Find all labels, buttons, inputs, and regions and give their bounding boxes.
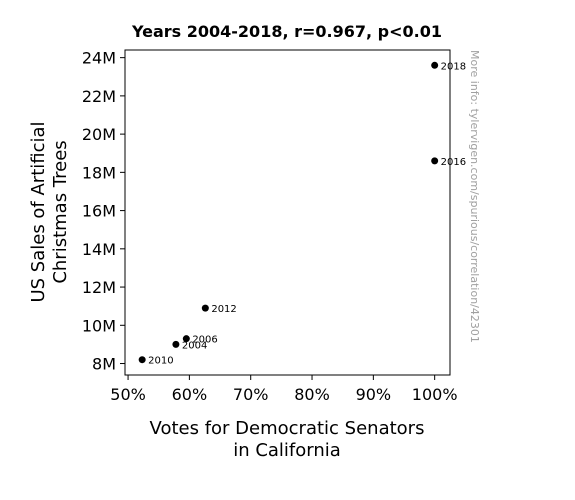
y-tick-label: 16M [82, 202, 116, 221]
point-label: 2010 [148, 356, 173, 367]
x-tick-label: 60% [172, 385, 208, 404]
y-tick-label: 22M [82, 87, 116, 106]
y-axis-label-line-2: Christmas Trees [50, 140, 71, 283]
y-tick-label: 10M [82, 316, 116, 335]
y-axis-ticks: 8M 10M 12M 14M 16M 18M 20M 22M 24M [82, 49, 125, 374]
data-point [182, 335, 190, 343]
x-axis-ticks: 50% 60% 70% 80% 90% 100% [110, 375, 458, 404]
y-axis-label-line-1: US Sales of Artificial [28, 121, 49, 302]
y-tick-label: 18M [82, 163, 116, 182]
y-tick-label: 20M [82, 125, 116, 144]
data-point [172, 340, 180, 348]
point-label: 2012 [211, 304, 236, 315]
point-label: 2016 [441, 157, 466, 168]
data-point [201, 304, 209, 312]
data-point [431, 61, 439, 69]
data-point [138, 356, 146, 364]
chart-title: Years 2004-2018, r=0.967, p<0.01 [131, 22, 442, 41]
y-tick-label: 14M [82, 240, 116, 259]
x-axis-label-line-1: Votes for Democratic Senators [150, 418, 425, 439]
point-label: 2006 [192, 335, 217, 346]
x-tick-label: 70% [233, 385, 269, 404]
y-tick-label: 24M [82, 49, 116, 68]
point-label: 2018 [441, 61, 466, 72]
data-point [431, 157, 439, 165]
x-tick-label: 100% [412, 385, 458, 404]
x-tick-label: 90% [356, 385, 392, 404]
x-tick-label: 80% [294, 385, 330, 404]
point-label: 2004 [182, 340, 207, 351]
watermark-text: More info: tylervigen.com/spurious/corre… [468, 50, 481, 343]
y-tick-label: 12M [82, 278, 116, 297]
x-axis-label-line-2: in California [233, 440, 341, 461]
plot-area [124, 49, 451, 376]
x-tick-label: 50% [110, 385, 146, 404]
y-tick-label: 8M [92, 355, 116, 374]
